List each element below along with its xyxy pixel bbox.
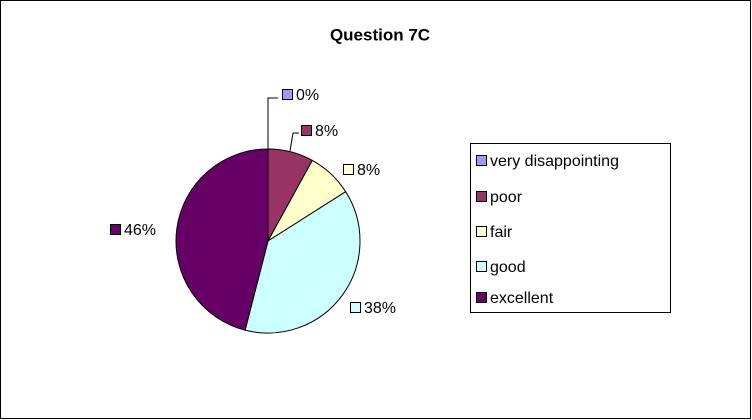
- legend-key: [476, 261, 487, 272]
- label-key: [301, 125, 312, 136]
- leader-line: [289, 132, 299, 152]
- legend-label: poor: [490, 189, 523, 206]
- label-key: [350, 302, 361, 313]
- legend-key: [476, 292, 487, 303]
- label-key: [343, 164, 354, 175]
- pie-slice: [175, 148, 269, 331]
- label-key: [110, 224, 121, 235]
- leader-line: [267, 97, 278, 149]
- legend-key: [476, 191, 487, 202]
- data-label: 8%: [357, 162, 380, 179]
- data-label: 46%: [124, 222, 156, 239]
- legend-key: [476, 226, 487, 237]
- label-key: [282, 89, 293, 100]
- legend-key: [476, 155, 487, 166]
- legend-box: [470, 143, 671, 313]
- data-label: 8%: [315, 123, 338, 140]
- legend-label: very disappointing: [490, 153, 619, 170]
- pie-slice: [244, 191, 361, 334]
- legend-label: fair: [490, 224, 513, 241]
- data-label: 0%: [296, 87, 319, 104]
- legend-label: good: [490, 259, 526, 276]
- data-label: 38%: [364, 300, 396, 317]
- chart-title: Question 7C: [330, 25, 430, 44]
- legend-label: excellent: [490, 290, 554, 307]
